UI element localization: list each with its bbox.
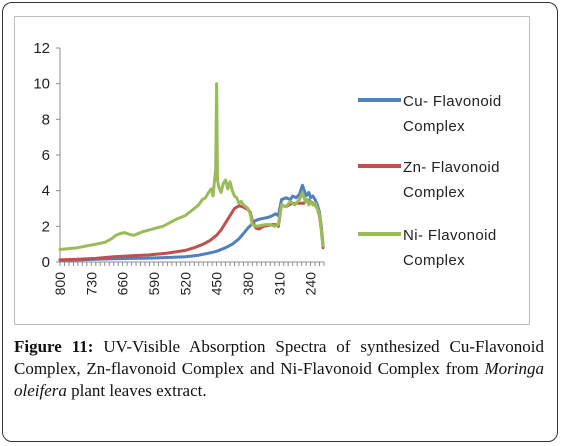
series-line-1 <box>58 183 325 262</box>
figure-caption: Figure 11: UV-Visible Absorption Spectra… <box>14 336 544 402</box>
caption-species: Moringa oleifera <box>14 359 544 400</box>
chart-area: 0 2 4 6 8 10 12 800 730 660 590 520 450 380 310 240 Cu- … <box>14 16 530 325</box>
y-tick-label: 4 <box>42 183 50 200</box>
y-tick-label: 0 <box>42 254 50 271</box>
legend-label-3-line2: Complex <box>403 252 465 269</box>
x-tick-label: 450 <box>209 272 225 296</box>
x-tick-label: 240 <box>303 272 319 296</box>
x-tick-label: 800 <box>52 272 68 296</box>
y-tick-label: 6 <box>42 147 50 164</box>
y-tick-label: 12 <box>33 40 50 57</box>
series-line-3 <box>58 82 325 251</box>
legend-label-1-line2: Complex <box>403 118 465 135</box>
series-line-2 <box>58 198 325 262</box>
x-tick-label: 310 <box>271 272 287 296</box>
spectra-chart: 0 2 4 6 8 10 12 800 730 660 590 520 450 380 310 240 Cu- … <box>33 40 502 296</box>
figure-label: Figure 11: <box>14 337 94 356</box>
x-tick-label: 730 <box>83 272 99 296</box>
legend-label-1: Cu- Flavonoid <box>403 93 502 110</box>
y-tick-label: 10 <box>33 76 50 93</box>
y-tick-label: 8 <box>42 111 50 128</box>
x-tick-label: 660 <box>115 272 131 296</box>
legend-label-3: Ni- Flavonoid <box>403 227 497 244</box>
x-tick-label: 590 <box>146 272 162 296</box>
caption-text-after: plant leaves extract. <box>66 381 207 400</box>
legend-label-2-line2: Complex <box>403 184 465 201</box>
caption-text-before: UV-Visible Absorption Spectra of synthes… <box>14 337 544 378</box>
x-tick-label: 380 <box>240 272 256 296</box>
x-tick-label: 520 <box>177 272 193 296</box>
figure-frame <box>2 2 558 442</box>
legend-label-2: Zn- Flavonoid <box>403 159 500 176</box>
y-tick-label: 2 <box>42 218 50 235</box>
